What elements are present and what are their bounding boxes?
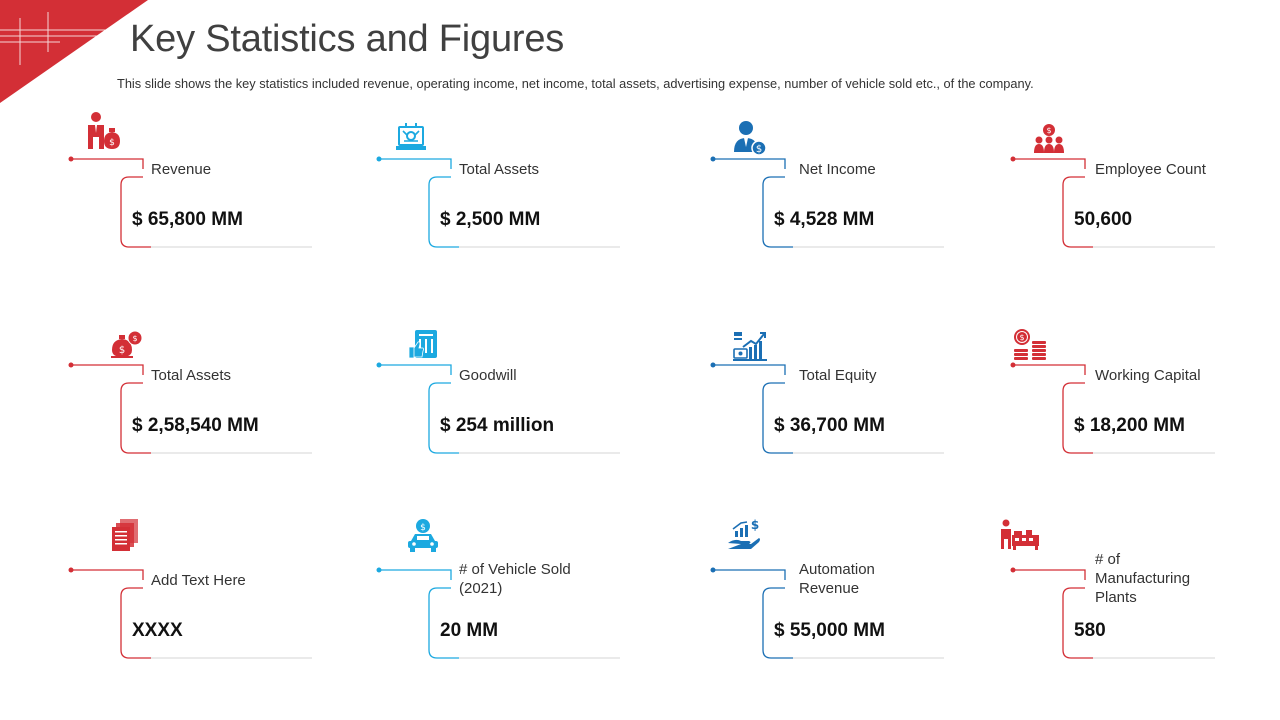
stat-label: Total Equity (799, 367, 877, 384)
stat-card-working-capital: $ Working Capital $ 18,200 MM (1009, 317, 1280, 467)
car-dollar-icon: $ (408, 519, 438, 552)
connector-line (710, 362, 944, 454)
stat-label: Total Assets (459, 161, 540, 178)
stat-value: $ 2,58,540 MM (132, 415, 259, 436)
connector-line (1010, 362, 1215, 454)
stat-value: 50,600 (1074, 209, 1133, 230)
connector-line (1010, 156, 1215, 248)
factory-worker-icon (1001, 519, 1039, 550)
stat-label: Revenue (151, 161, 212, 178)
stat-label: Net Income (799, 161, 876, 178)
stat-value: $ 65,800 MM (132, 209, 243, 230)
stat-value: $ 36,700 MM (774, 415, 885, 436)
corner-decoration (0, 0, 148, 103)
laptop-tools-icon (396, 123, 426, 150)
stat-card-automation-revenue: $ Automation Revenue $ 55,000 MM (709, 519, 1009, 672)
stat-value: $ 18,200 MM (1074, 415, 1185, 436)
stat-value: XXXX (132, 620, 183, 641)
document-thumbs-up-icon (408, 330, 437, 359)
connector-line (710, 567, 944, 659)
svg-text:$: $ (1019, 333, 1024, 342)
stat-label: Employee Count (1095, 161, 1206, 178)
stat-label: # of Vehicle Sold (2021) (459, 561, 571, 597)
businessman-money-bag-icon: $ (88, 112, 120, 149)
svg-text:$: $ (420, 523, 426, 533)
stat-card-employee-count: $ Employee Count 50,600 (1009, 111, 1280, 261)
stat-card-vehicles-sold: $ # of Vehicle Sold (2021) 20 MM (375, 519, 675, 672)
hand-growth-dollar-icon: $ (728, 519, 760, 549)
stat-label: Working Capital (1095, 367, 1201, 384)
stat-card-revenue: $ Revenue $ 65,800 MM (67, 111, 367, 261)
svg-text:$: $ (756, 144, 762, 155)
documents-icon (112, 519, 138, 551)
connector-line (68, 156, 312, 248)
stat-label: Total Assets (151, 367, 232, 384)
stat-card-manufacturing-plants: # of Manufacturing Plants 580 (1001, 519, 1280, 672)
svg-text:$: $ (751, 519, 759, 532)
connector-line (376, 362, 620, 454)
connector-line (68, 567, 312, 659)
page-title: Key Statistics and Figures (130, 18, 565, 60)
stat-label: Goodwill (459, 367, 517, 384)
svg-text:$: $ (109, 138, 115, 148)
stat-card-total-equity: Total Equity $ 36,700 MM (709, 317, 1009, 467)
svg-text:$: $ (119, 345, 125, 356)
stat-value: $ 55,000 MM (774, 620, 885, 641)
stat-label: Add Text Here (151, 572, 246, 589)
stat-value: 580 (1074, 620, 1106, 641)
stat-card-goodwill: Goodwill $ 254 million (375, 317, 675, 467)
stat-card-total-assets: Total Assets $ 2,500 MM (375, 111, 675, 261)
connector-line (710, 156, 944, 248)
stat-label: Automation Revenue (799, 561, 875, 597)
stat-value: $ 2,500 MM (440, 209, 541, 230)
stat-card-net-income: $ Net Income $ 4,528 MM (709, 111, 1009, 261)
money-bags-icon: $ $ (111, 330, 143, 358)
stat-card-total-assets-2: $ $ Total Assets $ 2,58,540 MM (67, 317, 367, 467)
stat-card-add-text: Add Text Here XXXX (67, 519, 367, 672)
connector-line (68, 362, 312, 454)
svg-text:$: $ (132, 334, 137, 343)
growth-chart-cash-icon (733, 332, 767, 361)
coin-stacks-icon: $ (1014, 329, 1046, 360)
stat-label: # of Manufacturing Plants (1095, 551, 1191, 606)
team-dollar-icon: $ (1034, 124, 1064, 153)
stat-value: $ 254 million (440, 415, 555, 436)
stat-value: $ 4,528 MM (774, 209, 875, 230)
connector-line (376, 567, 620, 659)
page-subtitle: This slide shows the key statistics incl… (117, 76, 1034, 91)
businessman-dollar-icon: $ (734, 121, 767, 156)
connector-line (1010, 567, 1215, 659)
svg-text:$: $ (1046, 126, 1051, 135)
connector-line (376, 156, 620, 248)
stat-value: 20 MM (440, 620, 499, 641)
